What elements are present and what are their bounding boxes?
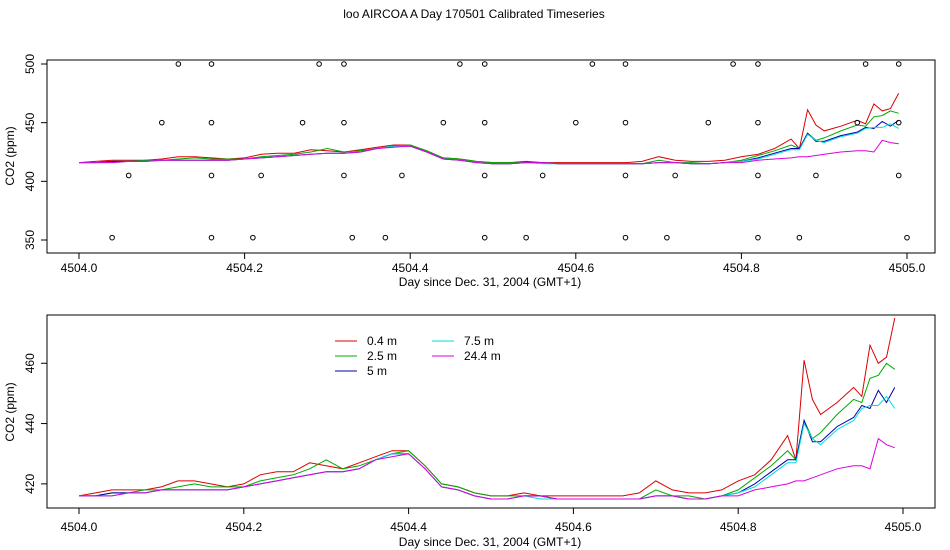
top-scatter-point: [672, 172, 678, 179]
bottom-x-tick-label: 4505.0: [885, 520, 922, 534]
top-scatter-point: [481, 172, 488, 179]
top-series-line: [79, 110, 899, 165]
bottom-y-tick-label: 420: [23, 474, 37, 494]
bottom-x-tick-label: 4504.8: [720, 520, 757, 534]
top-scatter-point: [622, 172, 629, 179]
top-scatter-point: [349, 234, 356, 241]
top-scatter-point: [175, 61, 182, 67]
legend: 0.4 m2.5 m5 m 7.5 m24.4 m: [335, 334, 501, 378]
top-y-tick-label: 500: [23, 54, 37, 74]
top-series-line: [78, 93, 900, 164]
top-scatter-point: [208, 234, 215, 241]
legend-label: 24.4 m: [464, 349, 501, 363]
top-scatter-point: [457, 61, 463, 67]
top-x-tick-label: 4504.8: [723, 261, 760, 275]
top-scatter-point: [755, 61, 761, 67]
legend-label: 7.5 m: [464, 334, 494, 348]
top-series-line: [79, 123, 899, 165]
top-x-tick-label: 4505.0: [889, 261, 926, 275]
bottom-plot: 4504.0 4504.2 4504.4 4504.6 4504.8 4505.0 420 4…: [23, 317, 922, 534]
top-x-tick-label: 4504.4: [392, 261, 429, 275]
top-scatter-point: [796, 234, 803, 241]
top-scatter-point: [755, 119, 761, 126]
top-scatter-point: [622, 119, 629, 126]
chart-title: loo AIRCOA A Day 170501 Calibrated Times…: [343, 7, 604, 21]
top-scatter-point: [208, 119, 215, 126]
bottom-plot-frame: [46, 314, 936, 509]
top-scatter-point: [904, 234, 910, 241]
top-y-tick-label: 350: [23, 230, 37, 250]
bottom-x-axis-label: Day since Dec. 31, 2004 (GMT+1): [399, 535, 581, 549]
top-scatter-point: [523, 234, 529, 241]
top-scatter-point: [573, 119, 579, 126]
top-y-tick-label: 450: [23, 112, 37, 132]
top-scatter-point: [895, 61, 902, 67]
bottom-x-tick-label: 4504.2: [225, 520, 262, 534]
top-scatter-point: [589, 61, 596, 67]
top-scatter-point: [481, 119, 488, 126]
bottom-x-tick-label: 4504.0: [61, 520, 98, 534]
top-x-tick-label: 4504.2: [226, 261, 263, 275]
top-scatter-point: [862, 61, 869, 67]
top-scatter-point: [382, 234, 389, 241]
top-scatter-point: [208, 172, 215, 179]
top-scatter-point: [622, 61, 629, 67]
top-scatter-point: [258, 172, 264, 179]
top-x-tick-label: 4504.0: [61, 261, 98, 275]
top-plot: 4504.0 4504.2 4504.4 4504.6 4504.8 4505.0 350 4…: [23, 54, 926, 275]
top-scatter-point: [622, 234, 629, 241]
top-scatter-point: [341, 172, 347, 179]
top-scatter-point: [730, 61, 736, 67]
bottom-y-tick-label: 440: [23, 413, 37, 433]
bottom-y-tick-label: 460: [23, 353, 37, 373]
top-scatter-point: [705, 119, 712, 126]
top-scatter-point: [481, 234, 488, 241]
top-scatter-point: [813, 172, 819, 179]
top-scatter-point: [159, 119, 165, 126]
top-plot-frame: [46, 59, 936, 254]
top-scatter-point: [341, 119, 347, 126]
legend-label: 5 m: [367, 364, 387, 378]
bottom-x-tick-label: 4504.4: [390, 520, 427, 534]
top-series-line: [79, 139, 899, 165]
legend-label: 0.4 m: [367, 334, 397, 348]
top-scatter-point: [125, 172, 132, 179]
bottom-series-line: [79, 362, 896, 500]
top-scatter-point: [755, 234, 761, 241]
bottom-y-axis-label: CO2 (ppm): [3, 382, 17, 441]
top-scatter-point: [316, 61, 322, 67]
top-y-tick-label: 400: [23, 171, 37, 191]
bottom-series-line: [79, 395, 896, 500]
top-scatter-point: [341, 61, 347, 67]
bottom-x-tick-label: 4504.6: [555, 520, 592, 534]
top-scatter-point: [399, 172, 405, 179]
legend-label: 2.5 m: [367, 349, 397, 363]
top-scatter-point: [250, 234, 256, 241]
top-y-axis-label: CO2 (ppm): [3, 126, 17, 185]
top-scatter-point: [854, 119, 861, 126]
top-scatter-point: [440, 119, 447, 126]
top-scatter-point: [895, 119, 902, 126]
top-scatter-point: [895, 172, 902, 179]
top-x-axis-label: Day since Dec. 31, 2004 (GMT+1): [399, 275, 581, 289]
bottom-series-line: [79, 437, 895, 500]
top-scatter-point: [539, 172, 546, 179]
top-scatter-point: [208, 61, 215, 67]
top-scatter-point: [755, 172, 761, 179]
top-x-tick-label: 4504.6: [557, 261, 594, 275]
top-scatter-point: [664, 234, 670, 241]
top-scatter-point: [299, 119, 306, 126]
top-scatter-point: [109, 234, 115, 241]
top-scatter-point: [481, 61, 488, 67]
